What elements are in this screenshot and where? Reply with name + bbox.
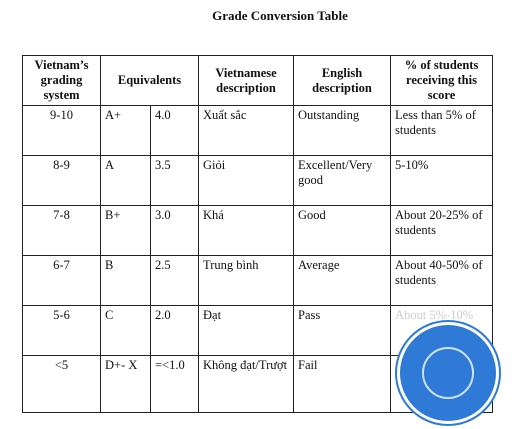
table-cell: Outstanding bbox=[293, 105, 391, 156]
table-cell: Trung bình bbox=[198, 255, 294, 306]
table-cell: 2.0 bbox=[150, 305, 199, 356]
table-cell: 3.0 bbox=[150, 205, 199, 256]
table-cell: <5 bbox=[22, 355, 101, 413]
table-cell: Khá bbox=[198, 205, 294, 256]
table-cell: 3.5 bbox=[150, 155, 199, 206]
table-cell: About 40-50% of students bbox=[390, 255, 493, 306]
table-cell: 9-10 bbox=[22, 105, 101, 156]
table-cell: B+ bbox=[100, 205, 151, 256]
table-cell: B bbox=[100, 255, 151, 306]
table-cell: A+ bbox=[100, 105, 151, 156]
table-cell: 6-7 bbox=[22, 255, 101, 306]
table-cell: Không đạt/Trượt bbox=[198, 355, 294, 413]
table-cell: Fail bbox=[293, 355, 391, 413]
table-cell: Đạt bbox=[198, 305, 294, 356]
watermark-logo bbox=[397, 322, 499, 424]
table-cell: Good bbox=[293, 205, 391, 256]
table-cell: Xuất sắc bbox=[198, 105, 294, 156]
header-cell: % of students receiving this score bbox=[390, 55, 493, 106]
table-row: 8-9 A 3.5 Giỏi Excellent/Very good 5-10% bbox=[22, 155, 493, 206]
table-cell: C bbox=[100, 305, 151, 356]
table-cell: Giỏi bbox=[198, 155, 294, 206]
table-cell: About 20-25% of students bbox=[390, 205, 493, 256]
table-cell: 5-10% bbox=[390, 155, 493, 206]
table-cell: 2.5 bbox=[150, 255, 199, 306]
table-row: 9-10 A+ 4.0 Xuất sắc Outstanding Less than 5%… bbox=[22, 105, 493, 156]
table-cell: 7-8 bbox=[22, 205, 101, 256]
table-row: 6-7 B 2.5 Trung bình Average About 40-50% of … bbox=[22, 255, 493, 306]
table-cell: Excellent/Very good bbox=[293, 155, 391, 206]
header-cell: Equivalents bbox=[100, 55, 199, 106]
table-cell: =<1.0 bbox=[150, 355, 199, 413]
table-cell: 5-6 bbox=[22, 305, 101, 356]
header-cell: English description bbox=[293, 55, 391, 106]
header-cell: Vietnam’s grading system bbox=[22, 55, 101, 106]
table-cell: Pass bbox=[293, 305, 391, 356]
table-row: 7-8 B+ 3.0 Khá Good About 20-25% of students bbox=[22, 205, 493, 256]
title: Grade Conversion Table bbox=[212, 8, 348, 23]
table-cell: Less than 5% of students bbox=[390, 105, 493, 156]
logo-ring bbox=[422, 347, 474, 399]
header-row: Vietnam’s grading system Equivalents Vie… bbox=[22, 55, 493, 106]
header-cell: Vietnamese description bbox=[198, 55, 294, 106]
table-cell: 4.0 bbox=[150, 105, 199, 156]
table-cell: 8-9 bbox=[22, 155, 101, 206]
table-cell: D+- X bbox=[100, 355, 151, 413]
table-cell: Average bbox=[293, 255, 391, 306]
table-cell: A bbox=[100, 155, 151, 206]
